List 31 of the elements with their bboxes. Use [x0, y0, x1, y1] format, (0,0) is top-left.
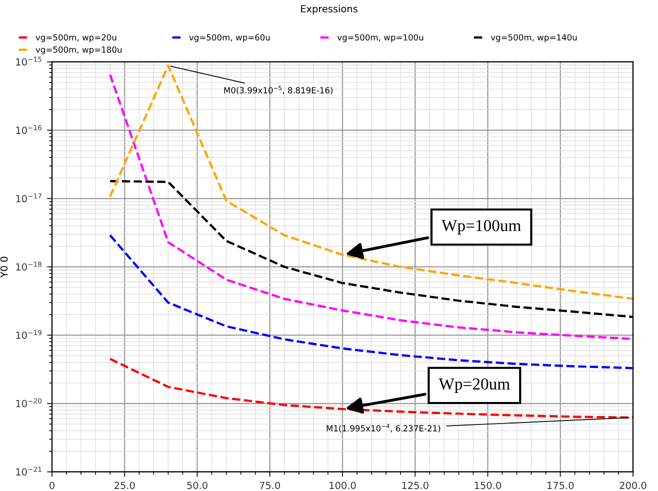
y-tick-label: 10$^{−18}$ [16, 262, 42, 271]
line-series [108, 234, 633, 370]
x-tick-label: 25.0 [114, 482, 135, 490]
line-series [108, 358, 633, 419]
legend-label: vg=500m, wp=180u [36, 46, 122, 54]
legend-label: vg=500m, wp=20u [36, 34, 116, 42]
x-tick-label: 175.0 [548, 482, 574, 490]
legend-label: vg=500m, wp=100u [337, 34, 424, 42]
line-series [108, 74, 633, 340]
y-tick-label: 10$^{−21}$ [16, 466, 42, 476]
x-tick-label: 125.0 [402, 482, 428, 490]
y-tick-label: 10$^{−16}$ [16, 125, 42, 134]
y-axis-title: Y0 0 [0, 256, 8, 278]
line-series [108, 64, 633, 300]
annotation: Wp=100um [442, 220, 521, 235]
y-tick-label: 10$^{−17}$ [16, 193, 42, 202]
legend-label: vg=500m, wp=60u [189, 34, 270, 42]
x-tick-label: 150.0 [474, 482, 502, 490]
x-tick-label: 200.0 [620, 482, 646, 490]
y-tick-label: 10$^{−20}$ [16, 398, 42, 408]
x-tick-label: 0 [50, 482, 54, 490]
y-tick-label: 10$^{−19}$ [16, 330, 42, 339]
annotation: Wp=20um [438, 378, 510, 393]
annotation: M1(1.995x10$^{−4}$, 6.237E-21) [326, 424, 440, 432]
legend-label: vg=500m, wp=140u [490, 34, 577, 42]
annotation: M0(3.99x10$^{−5}$, 8.819E-16) [224, 86, 333, 94]
x-tick-label: 50.0 [187, 482, 208, 490]
x-tick-label: 75.0 [260, 482, 280, 490]
y-tick-label: 10$^{−15}$ [16, 56, 42, 66]
x-tick-label: 100.0 [330, 482, 356, 490]
chart-title: Expressions [301, 4, 358, 14]
